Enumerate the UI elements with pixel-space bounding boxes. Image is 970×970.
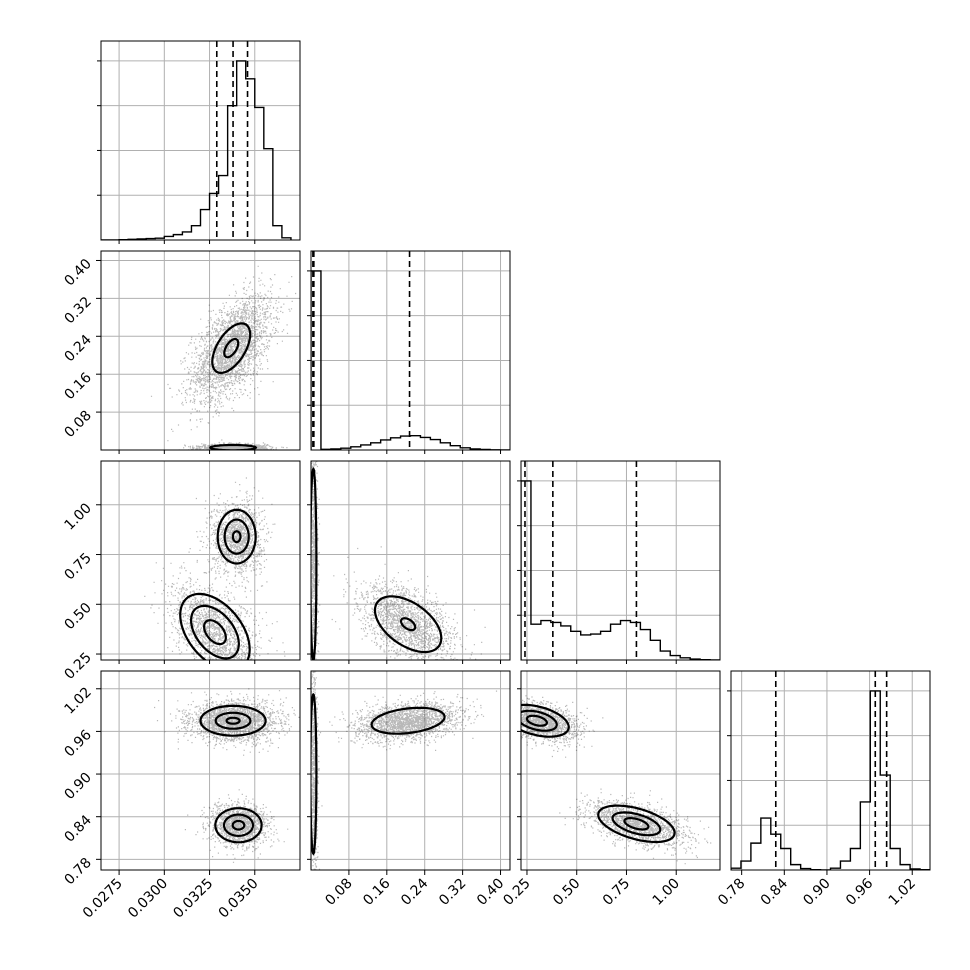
- scatter-panel-0-1: [100, 250, 301, 451]
- hist-panel-3: [727, 670, 931, 871]
- scatter-panel-0-2: [100, 460, 301, 661]
- x-tick-label: 0.84: [758, 875, 791, 908]
- sample-points: [195, 477, 276, 602]
- density-contour: [623, 817, 650, 831]
- scatter-panel-1-3: [310, 670, 511, 871]
- sample-points: [184, 789, 289, 863]
- y-tick-label: 0.90: [61, 770, 94, 803]
- y-tick-label: 0.24: [61, 332, 94, 365]
- density-contour: [370, 706, 446, 735]
- x-tick-label: 0.0350: [216, 876, 262, 922]
- y-tick-label: 0.84: [61, 812, 94, 845]
- density-contour: [202, 619, 227, 646]
- density-contour: [597, 804, 676, 844]
- x-tick-label: 0.75: [600, 876, 633, 909]
- density-contour: [223, 518, 250, 555]
- x-tick-label: 0.50: [550, 876, 583, 909]
- x-tick-label: 0.40: [474, 876, 507, 909]
- panel-frame: [520, 460, 721, 661]
- density-contour: [231, 530, 242, 544]
- x-tick-label: 0.0325: [170, 876, 216, 922]
- x-tick-label: 0.90: [800, 876, 833, 909]
- sample-points: [521, 695, 604, 758]
- density-contour: [189, 604, 241, 660]
- y-tick-label: 0.16: [61, 370, 94, 403]
- x-tick-label: 0.0300: [125, 876, 171, 922]
- density-contour: [399, 617, 417, 632]
- density-contour: [214, 807, 263, 844]
- density-contour: [611, 811, 662, 837]
- density-contour: [231, 819, 246, 831]
- density-contour: [211, 322, 252, 375]
- histogram-0: [101, 60, 292, 240]
- density-contour: [525, 714, 549, 727]
- density-contour: [521, 703, 570, 738]
- panel-frame: [100, 460, 301, 661]
- panel-frame: [310, 670, 511, 871]
- density-contour: [222, 813, 255, 838]
- panel-frame: [100, 250, 301, 451]
- x-tick-label: 0.08: [322, 876, 355, 909]
- density-contour: [223, 337, 240, 359]
- sample-points: [315, 690, 498, 751]
- panel-frame: [100, 670, 301, 871]
- density-contour: [521, 709, 558, 732]
- y-tick-label: 0.40: [61, 256, 94, 289]
- panel-frame: [310, 460, 511, 661]
- y-tick-label: 1.02: [61, 684, 94, 717]
- density-contour: [311, 692, 318, 856]
- x-tick-label: 0.24: [398, 875, 431, 908]
- scatter-panel-0-3: [100, 670, 301, 871]
- scatter-panel-1-2: [310, 460, 511, 661]
- x-tick-label: 0.32: [436, 876, 469, 909]
- y-tick-label: 0.32: [61, 294, 94, 327]
- y-tick-label: 0.75: [61, 550, 94, 583]
- sample-points: [311, 671, 323, 870]
- density-contour: [373, 595, 443, 654]
- density-contour: [214, 711, 252, 730]
- hist-panel-2: [517, 460, 721, 661]
- x-tick-label: 0.16: [360, 875, 393, 908]
- panel-frame: [310, 250, 511, 451]
- y-tick-label: 0.78: [61, 855, 94, 888]
- y-tick-label: 0.50: [61, 600, 94, 633]
- density-contour: [216, 508, 257, 565]
- y-tick-label: 0.96: [61, 727, 94, 760]
- x-tick-label: 0.25: [500, 876, 533, 909]
- x-tick-label: 0.78: [715, 876, 748, 909]
- x-tick-label: 1.00: [650, 876, 683, 909]
- sample-points: [331, 546, 486, 660]
- sample-points: [144, 547, 286, 660]
- y-tick-label: 0.08: [61, 408, 94, 441]
- panel-frame: [520, 670, 721, 871]
- density-contour: [179, 592, 251, 660]
- panel-frame: [730, 670, 931, 871]
- density-contour: [311, 467, 318, 660]
- hist-panel-1: [307, 250, 511, 451]
- x-tick-label: 0.0275: [80, 876, 126, 922]
- sample-points: [559, 788, 712, 865]
- y-tick-label: 0.25: [61, 650, 94, 683]
- histogram-3: [731, 690, 930, 870]
- y-tick-label: 1.00: [61, 500, 94, 533]
- histogram-1: [311, 270, 510, 450]
- x-tick-label: 1.02: [886, 876, 919, 909]
- density-contour: [199, 704, 267, 737]
- density-contour: [225, 716, 241, 725]
- histogram-2: [521, 480, 720, 660]
- scatter-panel-2-3: [520, 670, 721, 871]
- hist-panel-0: [97, 40, 301, 241]
- x-tick-label: 0.96: [843, 875, 876, 908]
- sample-points: [150, 251, 297, 442]
- panel-frame: [100, 40, 301, 241]
